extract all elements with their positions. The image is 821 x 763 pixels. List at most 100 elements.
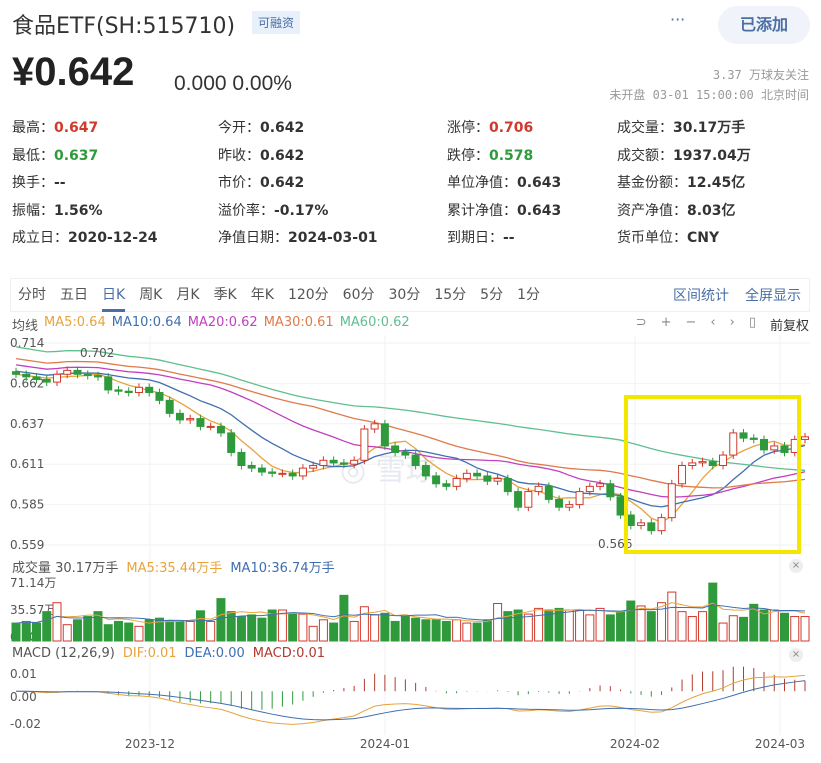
highlight-box	[624, 395, 801, 554]
tab-9[interactable]: 30分	[388, 287, 421, 303]
candle-body	[298, 467, 307, 477]
candle-body	[206, 425, 215, 428]
tab-6[interactable]: 年K	[250, 287, 274, 303]
candle-body	[770, 445, 779, 451]
watermark: ◎ 雪球	[340, 453, 436, 488]
stat-label: 基金份额：	[617, 175, 687, 191]
candle-body	[698, 461, 707, 464]
tab-11[interactable]: 5分	[480, 287, 504, 303]
volume-bar	[513, 609, 523, 642]
candle-body	[503, 478, 512, 493]
volume-bar	[800, 616, 810, 642]
volume-bar	[124, 622, 134, 642]
close-volume-icon[interactable]: ×	[789, 559, 803, 573]
adjust-mode[interactable]: 前复权	[769, 319, 809, 334]
volume-bar	[113, 620, 123, 642]
tab-0[interactable]: 分时	[18, 287, 46, 303]
macd-dea: DEA:0.00	[184, 646, 245, 661]
stat-item: 最低：0.637	[12, 145, 98, 165]
volume-bar	[62, 624, 72, 642]
volume-bar	[144, 619, 154, 642]
candle-body	[196, 418, 205, 427]
volume-bar	[472, 622, 482, 642]
tab-3[interactable]: 周K	[139, 287, 163, 303]
candle-icon[interactable]: ▯	[748, 315, 756, 330]
candle-body	[155, 392, 164, 401]
candle-body	[124, 390, 133, 394]
volume-bar	[206, 620, 216, 642]
candle-body	[678, 465, 687, 485]
tab-7[interactable]: 120分	[287, 287, 329, 303]
close-macd-icon[interactable]: ×	[789, 648, 803, 662]
stat-label: 跌停：	[447, 147, 489, 164]
stat-label: 涨停：	[447, 120, 489, 136]
margin-tag: 可融资	[252, 11, 301, 34]
candle-body	[350, 459, 359, 465]
tab-4[interactable]: 月K	[176, 287, 200, 303]
candle-body	[268, 471, 277, 474]
volume-bar	[154, 617, 164, 642]
stat-value: 0.642	[260, 120, 305, 136]
candle-body	[729, 432, 738, 456]
current-price: ¥0.642	[12, 50, 135, 94]
stat-label: 单位净值：	[447, 175, 517, 191]
zoom-out-icon[interactable]: −	[685, 315, 697, 330]
range-stats-button[interactable]: 区间统计	[673, 288, 729, 304]
chevron-left-icon[interactable]: ‹	[710, 315, 716, 330]
candle-body	[719, 454, 728, 467]
more-icon[interactable]: ···	[670, 10, 686, 29]
stat-value: CNY	[687, 230, 720, 246]
candle-body	[73, 369, 82, 375]
y-tick-label: 0.637	[10, 417, 44, 431]
tab-8[interactable]: 60分	[342, 287, 375, 303]
volume-bar	[329, 622, 339, 642]
candle-body	[575, 491, 584, 506]
stat-item: 成交额：1937.04万	[617, 145, 751, 165]
candle-body	[216, 425, 225, 434]
chevron-right-icon[interactable]: ›	[729, 315, 735, 330]
tab-1[interactable]: 五日	[60, 287, 88, 303]
tab-10[interactable]: 15分	[434, 287, 467, 303]
volume-bar	[165, 620, 175, 642]
candle-body	[145, 386, 154, 394]
tab-5[interactable]: 季K	[213, 287, 237, 303]
candle-body	[401, 451, 410, 456]
volume-bar	[257, 617, 267, 642]
volume-bar	[739, 616, 749, 642]
stat-label: 成立日：	[12, 230, 68, 246]
fullscreen-button[interactable]: 全屏显示	[745, 288, 801, 304]
volume-tick-label: 71.14万	[10, 576, 56, 590]
ma-legend-item: MA60:0.62	[339, 315, 410, 330]
volume-bar	[698, 611, 708, 642]
y-tick-label: 0.585	[10, 498, 44, 512]
candle-body	[93, 375, 102, 378]
candle-body	[585, 485, 594, 493]
candle-body	[606, 483, 615, 498]
y-tick-label: 0.611	[10, 457, 44, 471]
stat-value: 1937.04万	[673, 147, 751, 164]
stat-label: 今开：	[218, 120, 260, 136]
candle-body	[565, 504, 574, 508]
volume-bar	[605, 614, 615, 642]
tab-12[interactable]: 1分	[517, 287, 540, 303]
volume-bar	[288, 613, 298, 642]
undo-icon[interactable]: ⊃	[635, 315, 647, 330]
tab-2[interactable]: 日K	[95, 279, 132, 312]
zoom-in-icon[interactable]: +	[660, 315, 672, 330]
volume-bar	[308, 625, 318, 642]
x-tick-label: 2024-01	[360, 737, 410, 751]
volume-bar	[728, 615, 738, 642]
volume-bar	[636, 605, 646, 642]
volume-bar	[42, 611, 52, 642]
candle-body	[175, 412, 184, 421]
candle-body	[42, 378, 51, 383]
added-button[interactable]: 已添加	[718, 6, 810, 44]
candle-body	[391, 445, 400, 453]
ma-legend-item: MA5:0.64	[44, 315, 106, 330]
volume-bar	[247, 614, 257, 642]
volume-bar	[523, 613, 533, 642]
stat-item: 单位净值：0.643	[447, 172, 561, 192]
volume-bar	[595, 607, 605, 642]
volume-bar	[554, 607, 564, 642]
